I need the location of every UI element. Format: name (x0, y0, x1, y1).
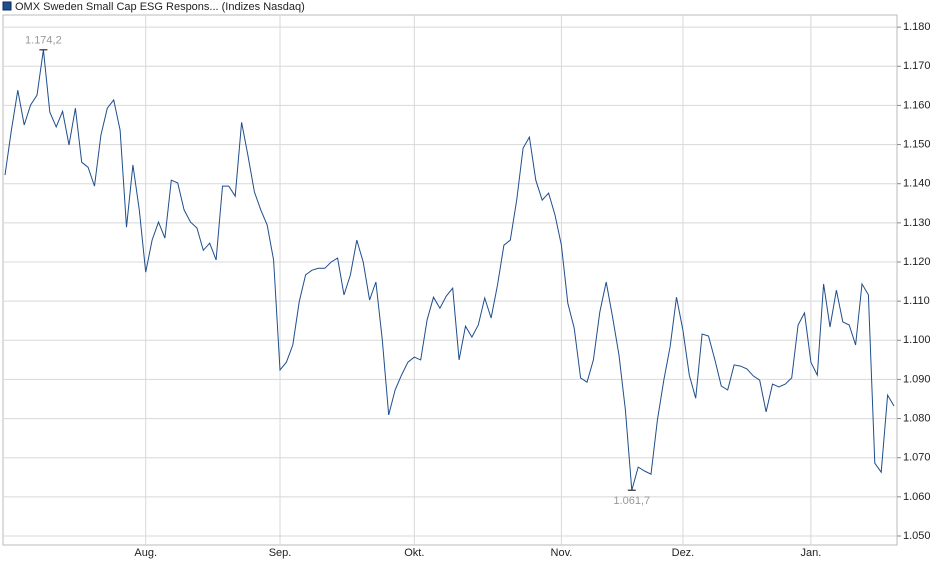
legend-swatch (2, 1, 12, 11)
x-tick-label: Nov. (551, 547, 573, 559)
y-tick-label: 1.120 (903, 256, 931, 268)
y-tick-label: 1.080 (903, 412, 931, 424)
price-line (4, 49, 895, 491)
y-tick-label: 1.150 (903, 138, 931, 150)
y-tick-label: 1.180 (903, 21, 931, 33)
max-label: 1.174,2 (25, 35, 62, 47)
min-label: 1.061,7 (613, 495, 650, 507)
y-tick-label: 1.100 (903, 334, 931, 346)
x-tick-label: Dez. (672, 547, 695, 559)
x-tick-label: Okt. (404, 547, 424, 559)
plot-frame (2, 14, 898, 546)
chart-title: OMX Sweden Small Cap ESG Respons... (Ind… (15, 1, 305, 13)
y-tick-label: 1.130 (903, 217, 931, 229)
y-tick-label: 1.060 (903, 491, 931, 503)
y-tick-label: 1.140 (903, 178, 931, 190)
y-tick-label: 1.050 (903, 530, 931, 542)
x-tick-label: Aug. (134, 547, 157, 559)
y-tick-label: 1.090 (903, 373, 931, 385)
x-tick-label: Jan. (800, 547, 821, 559)
y-tick-label: 1.170 (903, 60, 931, 72)
y-tick-label: 1.070 (903, 452, 931, 464)
y-tick-label: 1.160 (903, 99, 931, 111)
y-tick-label: 1.110 (903, 295, 930, 307)
x-tick-label: Sep. (269, 547, 292, 559)
